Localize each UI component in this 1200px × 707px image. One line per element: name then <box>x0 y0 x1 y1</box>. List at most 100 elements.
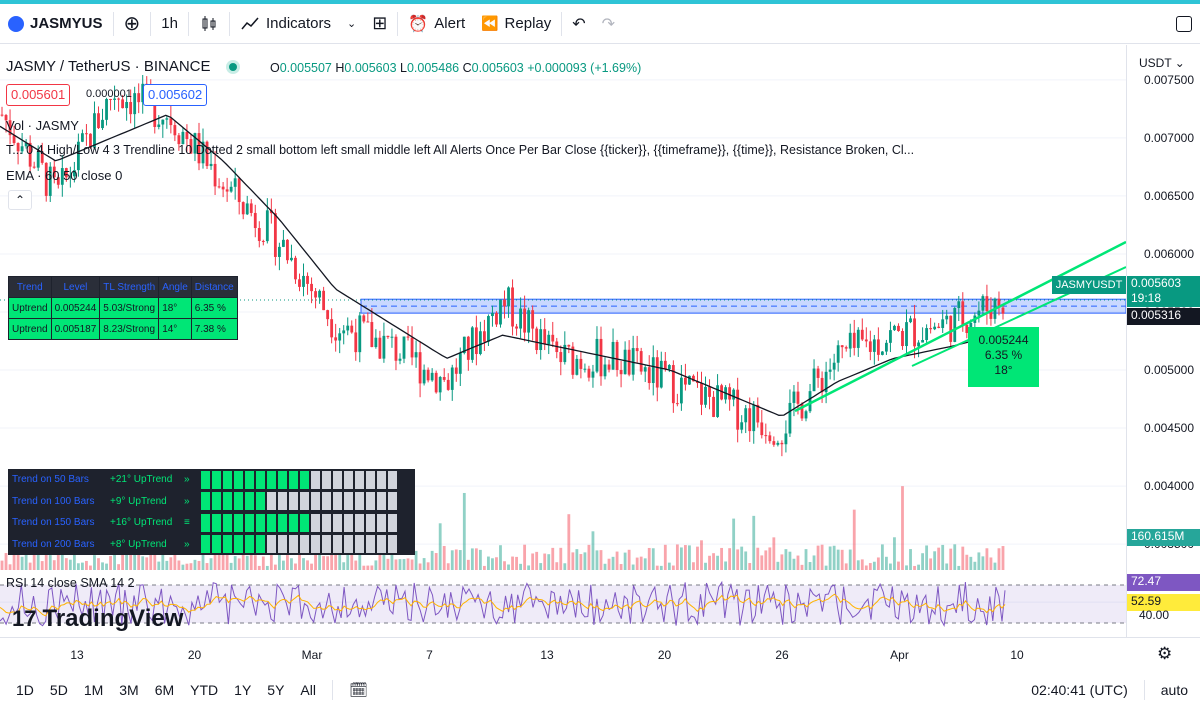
indicators-label: Indicators <box>265 15 332 32</box>
templates-button[interactable]: ⊞ <box>364 4 395 44</box>
toolbar-divider <box>331 679 333 700</box>
range-button-5d[interactable]: 5D <box>49 681 68 698</box>
candle-body <box>716 385 719 417</box>
volume-bar <box>860 559 864 570</box>
interval-label: 1h <box>161 15 178 32</box>
volume-bar <box>852 509 856 570</box>
candle-body <box>772 441 776 445</box>
volume-bar <box>933 551 937 570</box>
volume-bar <box>551 547 555 570</box>
volume-bar <box>768 547 772 570</box>
chart-type-button[interactable] <box>191 4 227 44</box>
candle-body <box>478 331 482 355</box>
indicators-button[interactable]: Indicators ⌄ <box>232 4 364 44</box>
trend-strength-cell <box>310 491 321 511</box>
alert-button[interactable]: ⏰ Alert <box>400 4 473 44</box>
settings-gear-icon[interactable]: ⚙ <box>1157 644 1173 663</box>
range-button-ytd[interactable]: YTD <box>190 681 219 698</box>
volume-bar <box>133 546 137 570</box>
replay-button[interactable]: ⏪ Replay <box>473 4 559 44</box>
trend-strength-cell <box>343 512 354 533</box>
volume-bar <box>48 555 52 570</box>
volume-bar <box>736 549 740 570</box>
trendline-annotation: 0.005244 6.35 % 18° <box>968 327 1039 387</box>
candle-body <box>398 358 402 361</box>
candle-body <box>474 327 478 355</box>
volume-bar <box>85 560 88 570</box>
go-to-date-button[interactable]: 🗓 <box>341 672 376 707</box>
candle-body <box>390 336 394 338</box>
volume-bar <box>294 563 297 570</box>
volume-bar <box>0 560 4 570</box>
volume-bar <box>929 558 933 570</box>
candle-body <box>434 372 438 393</box>
redo-button[interactable]: ↷ <box>594 4 623 44</box>
volume-bar <box>322 556 326 570</box>
volume-bar <box>559 547 563 570</box>
candle-body <box>81 133 84 142</box>
volume-bar <box>76 563 80 570</box>
utc-clock[interactable]: 02:40:41 (UTC) <box>1031 681 1128 698</box>
candle-body <box>225 189 229 192</box>
volume-legend[interactable]: Vol · JASMY <box>6 118 79 133</box>
undo-button[interactable]: ↶ <box>564 4 593 44</box>
range-button-3m[interactable]: 3M <box>119 681 139 698</box>
candle-body <box>105 98 108 120</box>
candle-body <box>458 353 462 374</box>
auto-scale-button[interactable]: auto <box>1160 681 1188 698</box>
range-button-all[interactable]: All <box>300 681 316 698</box>
volume-bar <box>639 556 643 570</box>
trend-strength-cell <box>233 512 244 533</box>
range-button-1m[interactable]: 1M <box>83 681 104 698</box>
calendar-icon: 🗓 <box>348 681 369 699</box>
trendline-indicator-legend[interactable]: T... 0 4 High/Low 4 3 Trendline 10 Dotte… <box>6 143 915 157</box>
collapse-legend-button[interactable]: ⌃ <box>8 190 32 210</box>
trend-strength-cell <box>332 469 343 490</box>
trend-strength-cell <box>288 512 299 533</box>
volume-bar <box>426 562 430 570</box>
candle-body <box>306 275 309 284</box>
candle-body <box>872 339 876 352</box>
volume-bar <box>953 544 957 570</box>
trend-table-header: Angle <box>158 276 192 298</box>
bottom-toolbar: 1D 5D 1M 3M 6M YTD 1Y 5Y All 🗓 02:40:41 (UTC) au… <box>0 672 1200 707</box>
chart-pane[interactable]: JASMY / TetherUS · BINANCE O0.005507 H0.… <box>0 45 1126 637</box>
candle-body <box>804 411 808 419</box>
volume-bar <box>808 562 812 570</box>
candle-body <box>619 369 623 375</box>
candle-body <box>310 283 313 292</box>
buy-price-button[interactable]: 0.005602 <box>143 84 208 106</box>
volume-bar <box>237 558 241 570</box>
rsi-legend[interactable]: RSI 14 close SMA 14 2 <box>6 576 135 590</box>
range-button-5y[interactable]: 5Y <box>267 681 285 698</box>
volume-bar <box>583 552 587 570</box>
volume-bar <box>659 565 663 570</box>
time-axis[interactable]: 13 20 Mar 7 13 20 26 Apr 10 ⚙ <box>0 637 1200 667</box>
volume-bar <box>113 551 116 570</box>
volume-bar <box>173 546 177 570</box>
symbol-search-button[interactable]: JASMYUS <box>0 4 111 44</box>
rsi-sma-tag: 52.59 <box>1127 594 1200 611</box>
range-button-1d[interactable]: 1D <box>16 681 34 698</box>
volume-bar <box>704 562 707 570</box>
volume-bar <box>812 555 816 570</box>
candle-body <box>780 442 784 445</box>
ohlc-open-key: O <box>270 61 280 75</box>
trend-strength-cell <box>299 512 310 533</box>
sell-price-button[interactable]: 0.005601 <box>6 84 71 106</box>
candle-body <box>893 325 896 331</box>
volume-bar <box>358 552 362 570</box>
trend-bars-label: Trend on 200 Bars <box>12 538 95 550</box>
range-button-6m[interactable]: 6M <box>154 681 175 698</box>
currency-selector[interactable]: USDT ⌄ <box>1139 56 1185 70</box>
candle-body <box>531 310 535 329</box>
price-scale[interactable]: USDT ⌄ 0.007500 0.007000 0.006500 0.006000 0… <box>1126 45 1200 637</box>
trend-strength-cell <box>343 491 354 511</box>
volume-bar <box>261 556 265 570</box>
interval-button[interactable]: 1h <box>153 4 186 44</box>
layout-button[interactable] <box>1168 4 1200 44</box>
compare-button[interactable]: ⊕ <box>116 4 149 44</box>
candle-body <box>712 396 715 417</box>
ema-legend[interactable]: EMA · 60 50 close 0 <box>6 168 123 183</box>
range-button-1y[interactable]: 1Y <box>234 681 252 698</box>
